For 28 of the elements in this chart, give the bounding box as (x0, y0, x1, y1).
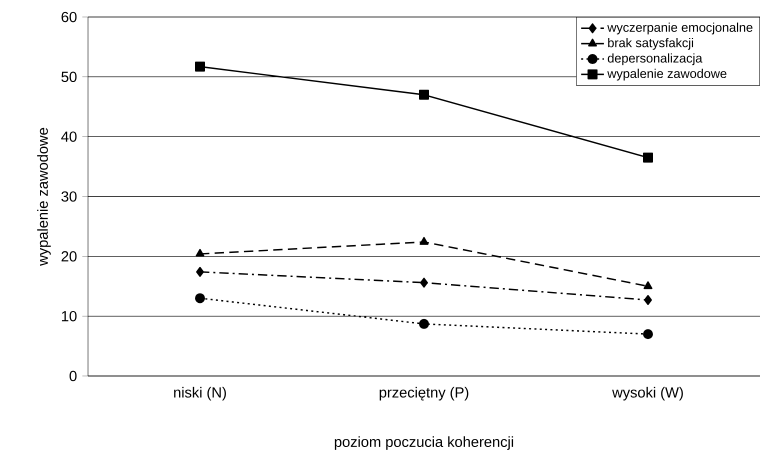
point (196, 266, 204, 277)
x-tick-label: niski (N) (174, 386, 226, 400)
y-axis-title: wypalenie zawodowe (37, 128, 51, 266)
point (420, 236, 428, 245)
y-tick-label: 10 (62, 310, 77, 322)
x-axis-title: poziom poczucia koherencji (334, 436, 514, 450)
y-tick-label: 40 (61, 131, 77, 142)
y-tick-label: 30 (61, 191, 77, 202)
legend-label: brak satysfakcji (608, 38, 694, 50)
point (195, 62, 206, 72)
point (644, 295, 652, 305)
point (643, 152, 653, 163)
y-tick-label: 0 (70, 370, 77, 382)
y-tick-label: 50 (61, 72, 77, 82)
x-tick-label: wysoki (W) (612, 386, 683, 400)
legend-label: wypalenie zawodowe (607, 68, 726, 81)
point (196, 248, 204, 257)
point (643, 329, 653, 340)
point (420, 278, 428, 288)
legend-label: wyczerpanie emocjonalne (607, 22, 752, 34)
legend-label: depersonalizacja (608, 53, 702, 66)
y-tick-label: 20 (62, 251, 77, 262)
x-tick-label: przeciętny (P) (380, 386, 468, 401)
point (644, 281, 652, 290)
point (419, 90, 429, 100)
point (419, 318, 429, 329)
y-tick-label: 60 (62, 12, 77, 22)
point (195, 293, 206, 304)
